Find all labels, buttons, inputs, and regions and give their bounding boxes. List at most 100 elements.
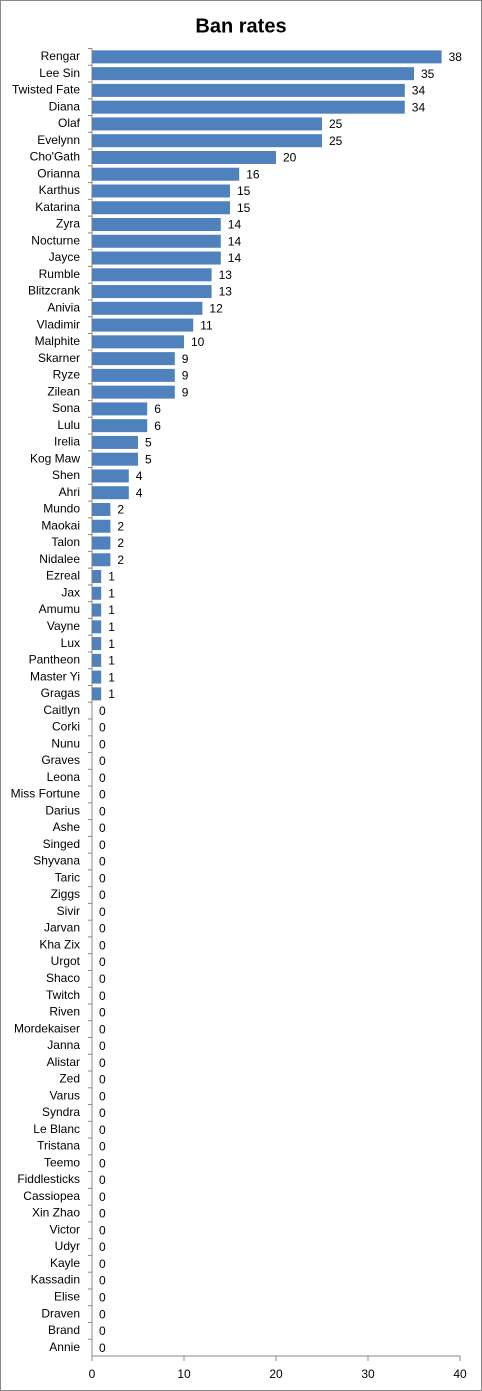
- y-tick-label: Cassiopea: [23, 1189, 80, 1203]
- y-tick-label: Evelynn: [37, 133, 80, 147]
- bar: [92, 603, 102, 617]
- data-label: 0: [99, 1257, 106, 1271]
- y-tick-label: Kayle: [50, 1256, 80, 1270]
- y-tick-label: Draven: [41, 1306, 80, 1320]
- bar: [92, 318, 194, 332]
- data-label: 0: [99, 989, 106, 1003]
- y-tick-label: Sivir: [57, 904, 80, 918]
- data-label: 0: [99, 1223, 106, 1237]
- bar: [92, 67, 414, 81]
- data-label: 1: [108, 670, 115, 684]
- data-label: 0: [99, 771, 106, 785]
- data-label: 0: [99, 704, 106, 718]
- bar: [92, 201, 230, 215]
- data-label: 0: [99, 888, 106, 902]
- bar: [92, 83, 405, 97]
- y-tick-label: Rumble: [39, 267, 81, 281]
- data-label: 0: [99, 1123, 106, 1137]
- bar: [92, 134, 322, 148]
- data-label: 6: [154, 419, 161, 433]
- bar: [92, 620, 102, 634]
- y-tick-label: Alistar: [47, 1055, 80, 1069]
- bar: [92, 150, 276, 164]
- data-label: 0: [99, 1291, 106, 1305]
- data-label: 9: [182, 385, 189, 399]
- bar: [92, 285, 212, 299]
- data-label: 1: [108, 687, 115, 701]
- y-tick-label: Sona: [52, 401, 80, 415]
- data-label: 0: [99, 838, 106, 852]
- y-tick-label: Shen: [52, 468, 80, 482]
- data-label: 15: [237, 201, 251, 215]
- y-tick-label: Nidalee: [39, 552, 80, 566]
- data-label: 14: [228, 218, 242, 232]
- y-tick-label: Vladimir: [37, 317, 80, 331]
- data-label: 0: [99, 1307, 106, 1321]
- data-label: 4: [136, 486, 143, 500]
- y-tick-label: Shyvana: [33, 854, 80, 868]
- y-tick-label: Orianna: [37, 166, 80, 180]
- bar: [92, 536, 111, 550]
- bar: [92, 469, 129, 483]
- bar: [92, 352, 175, 366]
- bar: [92, 218, 221, 232]
- data-label: 12: [209, 301, 223, 315]
- data-label: 4: [136, 469, 143, 483]
- data-label: 5: [145, 452, 152, 466]
- y-tick-label: Zed: [59, 1072, 80, 1086]
- bar: [92, 570, 102, 584]
- x-tick-label: 10: [177, 1367, 191, 1381]
- y-tick-label: Ezreal: [46, 569, 80, 583]
- data-label: 1: [108, 637, 115, 651]
- y-tick-label: Fiddlesticks: [17, 1172, 80, 1186]
- data-label: 0: [99, 1106, 106, 1120]
- y-tick-label: Kassadin: [31, 1273, 80, 1287]
- y-tick-label: Teemo: [44, 1155, 80, 1169]
- y-tick-label: Anivia: [47, 300, 80, 314]
- bar: [92, 184, 230, 198]
- y-tick-label: Ryze: [53, 368, 81, 382]
- data-label: 0: [99, 737, 106, 751]
- y-tick-label: Katarina: [35, 200, 80, 214]
- x-tick-label: 0: [89, 1367, 96, 1381]
- y-tick-label: Maokai: [41, 518, 80, 532]
- y-tick-label: Kog Maw: [30, 451, 80, 465]
- data-label: 0: [99, 1089, 106, 1103]
- bar: [92, 50, 442, 64]
- bar: [92, 586, 102, 600]
- chart-title: Ban rates: [195, 15, 286, 37]
- y-tick-label: Zilean: [47, 384, 80, 398]
- bar: [92, 402, 148, 416]
- data-label: 0: [99, 1324, 106, 1338]
- data-label: 14: [228, 251, 242, 265]
- y-tick-label: Kha Zix: [39, 937, 80, 951]
- y-tick-label: Lux: [61, 636, 80, 650]
- x-tick-label: 20: [269, 1367, 283, 1381]
- bar: [92, 251, 221, 265]
- data-label: 14: [228, 234, 242, 248]
- data-label: 0: [99, 871, 106, 885]
- y-tick-label: Gragas: [41, 686, 80, 700]
- y-tick-label: Brand: [48, 1323, 80, 1337]
- data-label: 0: [99, 855, 106, 869]
- y-tick-label: Cho'Gath: [30, 150, 80, 164]
- y-tick-label: Ziggs: [51, 887, 80, 901]
- bar: [92, 368, 175, 382]
- bar: [92, 519, 111, 533]
- y-tick-label: Corki: [52, 720, 80, 734]
- bar: [92, 486, 129, 500]
- data-label: 9: [182, 352, 189, 366]
- data-label: 0: [99, 1022, 106, 1036]
- data-label: 10: [191, 335, 205, 349]
- data-label: 0: [99, 938, 106, 952]
- y-tick-label: Lulu: [57, 418, 80, 432]
- data-label: 0: [99, 821, 106, 835]
- y-tick-label: Ahri: [59, 485, 80, 499]
- data-label: 0: [99, 1190, 106, 1204]
- data-label: 0: [99, 1207, 106, 1221]
- data-label: 11: [200, 318, 213, 332]
- bar: [92, 502, 111, 516]
- bar: [92, 100, 405, 114]
- data-label: 0: [99, 922, 106, 936]
